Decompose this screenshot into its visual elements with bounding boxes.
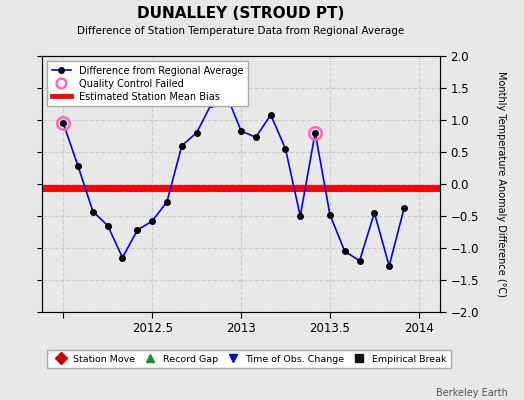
Text: Berkeley Earth: Berkeley Earth bbox=[436, 388, 508, 398]
Text: Difference of Station Temperature Data from Regional Average: Difference of Station Temperature Data f… bbox=[78, 26, 405, 36]
Y-axis label: Monthly Temperature Anomaly Difference (°C): Monthly Temperature Anomaly Difference (… bbox=[496, 71, 506, 297]
Legend: Station Move, Record Gap, Time of Obs. Change, Empirical Break: Station Move, Record Gap, Time of Obs. C… bbox=[47, 350, 451, 368]
Text: DUNALLEY (STROUD PT): DUNALLEY (STROUD PT) bbox=[137, 6, 345, 21]
